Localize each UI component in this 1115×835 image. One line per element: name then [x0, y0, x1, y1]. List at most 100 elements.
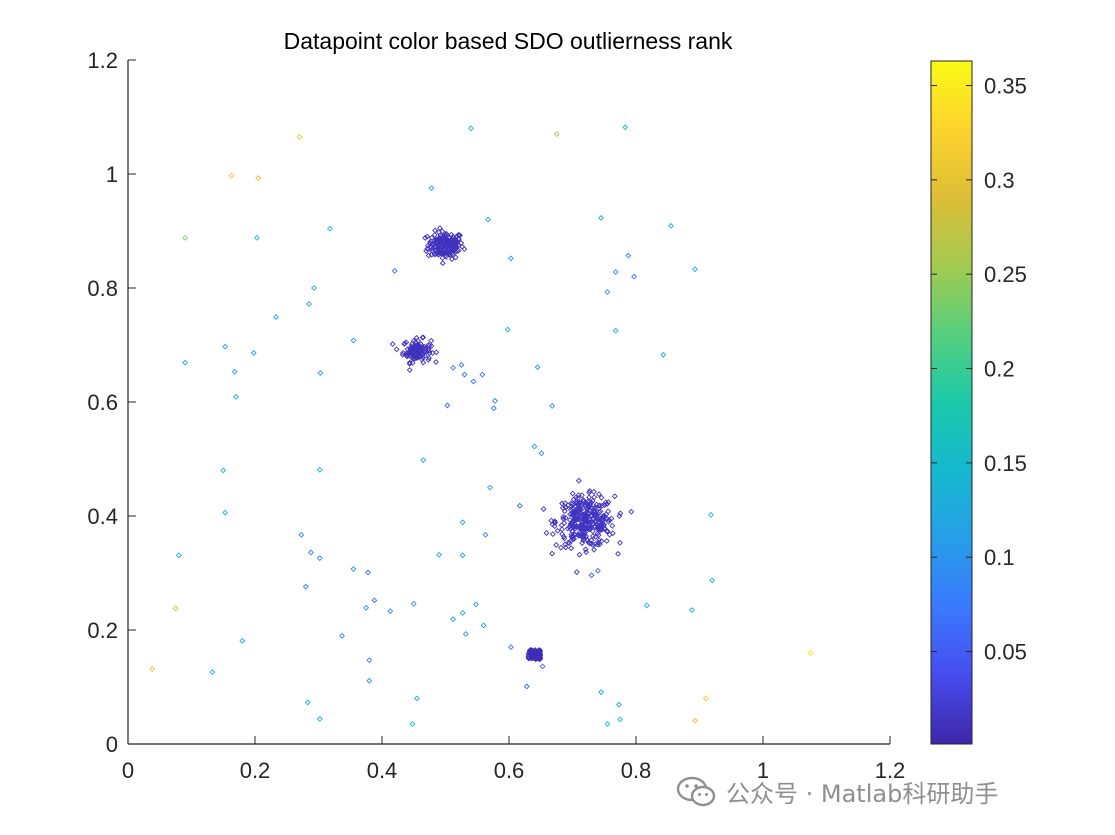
cluster-point [596, 491, 602, 498]
cluster-point [452, 244, 459, 251]
outlier-point [461, 371, 468, 378]
cluster-point [577, 522, 583, 529]
cluster-point [575, 492, 582, 499]
cluster-point [585, 498, 591, 505]
outlier-point [250, 350, 257, 356]
outlier-point [482, 531, 489, 538]
outlier-point [538, 450, 545, 457]
cluster-point [415, 337, 422, 344]
cluster-point [420, 334, 427, 341]
watermark-text: 公众号 · Matlab科研助手 [726, 780, 999, 808]
cluster-point [428, 234, 435, 241]
cluster-point [563, 504, 570, 511]
cluster-point [561, 520, 568, 527]
cluster-point [574, 501, 581, 508]
cluster-point [425, 356, 432, 363]
cluster-point [579, 540, 586, 546]
cluster-point [561, 535, 568, 542]
x-tick-label: 0.2 [240, 758, 271, 783]
cluster-point [594, 541, 601, 548]
cluster-point [435, 235, 442, 242]
cluster-point [435, 244, 442, 251]
cluster-point [525, 651, 532, 658]
cluster-point [591, 494, 598, 501]
outlier-point [604, 721, 611, 727]
outlier-point [702, 695, 709, 702]
cluster-point [430, 248, 436, 255]
cluster-point [592, 533, 599, 540]
outlier-point [366, 657, 373, 664]
outlier-point [307, 549, 314, 556]
cluster-point [441, 246, 448, 253]
cluster-point [533, 648, 540, 655]
outlier-point [450, 616, 457, 623]
outlier-point [209, 669, 216, 676]
cluster-point [562, 514, 569, 521]
outlier-point [231, 368, 238, 375]
cluster-point [598, 494, 605, 501]
cluster-point [410, 350, 417, 357]
x-tick-label: 0 [122, 758, 134, 783]
cluster-point [448, 256, 455, 262]
cluster-point [568, 533, 575, 540]
x-tick-label: 1 [757, 758, 769, 783]
cluster-point [580, 516, 587, 523]
outlier-point [598, 689, 605, 696]
cluster-point [573, 569, 580, 576]
outlier-point [311, 285, 317, 291]
outlier-point [490, 405, 497, 412]
outlier-point [598, 214, 605, 221]
cluster-point [583, 549, 590, 556]
x-tick-label: 1.2 [875, 758, 906, 783]
cluster-point [410, 353, 417, 360]
outlier-point [350, 566, 357, 572]
cluster-point [603, 528, 610, 535]
outlier-point [487, 484, 493, 491]
outlier-point [182, 359, 189, 366]
outlier-point [531, 443, 538, 450]
outlier-point [549, 403, 556, 409]
cluster-point [549, 550, 556, 557]
outlier-point [643, 602, 650, 609]
outlier-point [604, 289, 611, 295]
colorbar-tick-label: 0.35 [984, 74, 1027, 99]
outlier-point [459, 552, 466, 559]
cluster-point [389, 341, 396, 348]
cluster-point [406, 360, 413, 367]
outlier-point [413, 695, 420, 702]
outlier-point [667, 222, 674, 229]
outlier-point [485, 216, 491, 223]
cluster-point [598, 538, 605, 545]
cluster-point [581, 501, 588, 508]
outlier-point [534, 364, 541, 371]
cluster-point [423, 349, 430, 356]
cluster-point [534, 650, 541, 657]
outlier-point [365, 569, 371, 576]
cluster-point [584, 536, 591, 543]
wechat-icon [676, 776, 716, 806]
colorbar-tick-label: 0.2 [984, 357, 1015, 382]
cluster-point [454, 248, 461, 255]
outlier-point [298, 531, 305, 538]
outlier-point [480, 622, 487, 629]
cluster-point [425, 252, 432, 259]
cluster-point [569, 532, 576, 539]
x-tick-label: 0.6 [494, 758, 525, 783]
outlier-point [233, 393, 239, 400]
cluster-point [570, 496, 577, 503]
cluster-point [609, 522, 616, 529]
cluster-point [589, 541, 596, 548]
scatter-points [149, 124, 814, 727]
cluster-point [603, 515, 610, 522]
cluster-point [566, 540, 573, 547]
cluster-point [427, 239, 434, 246]
cluster-point [586, 488, 593, 494]
cluster-point [401, 340, 408, 347]
cluster-point [611, 493, 618, 500]
cluster-point [593, 518, 599, 525]
cluster-point [412, 345, 419, 351]
cluster-point [446, 248, 453, 255]
cluster-point [532, 655, 539, 662]
outlier-point [660, 351, 667, 358]
cluster-point [434, 239, 441, 246]
